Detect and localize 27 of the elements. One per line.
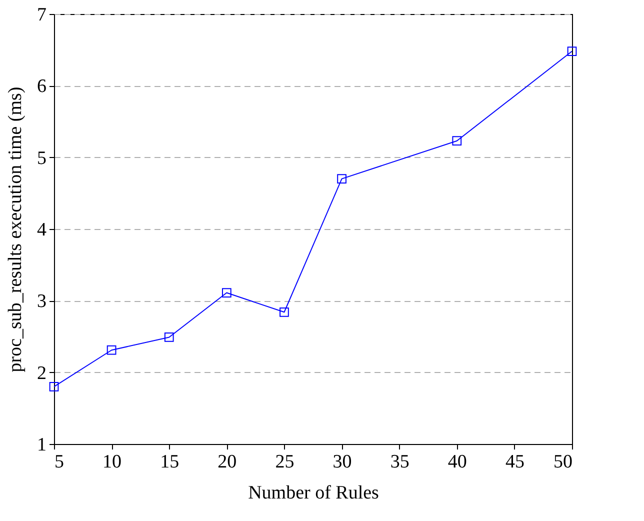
x-axis-title: Number of Rules (248, 482, 379, 504)
x-tick-label: 35 (390, 452, 410, 472)
x-tick-label: 15 (160, 452, 180, 472)
y-tick-label: 6 (37, 76, 46, 98)
x-tick-label: 20 (218, 452, 237, 472)
y-axis-title: proc_sub_results execution time (ms) (5, 86, 26, 372)
y-tick-label: 7 (37, 4, 46, 26)
y-tick-label: 5 (37, 148, 46, 169)
point (337, 174, 346, 184)
point (280, 307, 289, 317)
x-tick-label: 30 (332, 452, 352, 472)
x-tick-label: 50 (554, 452, 572, 472)
point (567, 46, 577, 56)
point (222, 288, 232, 298)
point (106, 345, 116, 355)
x-tick-label: 5 (54, 452, 64, 472)
y-tick-label: 2 (37, 362, 46, 384)
point (164, 332, 174, 342)
y-tick-label: 1 (37, 434, 46, 456)
y-tick-label: 4 (37, 220, 47, 240)
x-tick-label: 25 (275, 452, 294, 472)
y-tick-label: 3 (37, 291, 46, 312)
x-tick-label: 45 (505, 452, 524, 472)
x-tick-label: 40 (448, 452, 467, 472)
point (49, 382, 59, 392)
point (452, 136, 462, 146)
x-tick-label: 10 (102, 452, 122, 472)
